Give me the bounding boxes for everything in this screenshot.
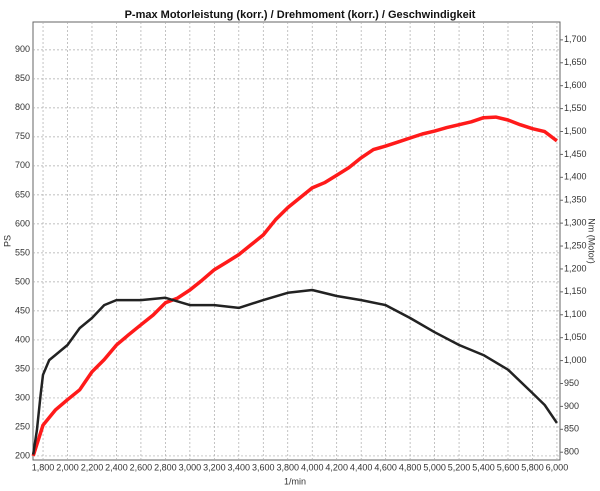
x-tick-label: 5,200 (448, 462, 471, 472)
y-tick-label: 650 (15, 189, 30, 199)
x-tick-label: 4,400 (350, 462, 373, 472)
y-tick-label: 900 (15, 44, 30, 54)
x-tick-label: 1,800 (32, 462, 55, 472)
y2-tick-label: 1,500 (564, 126, 587, 136)
x-tick-label: 3,400 (228, 462, 251, 472)
y2-tick-label: 1,050 (564, 332, 587, 342)
x-tick-label: 2,200 (81, 462, 104, 472)
series-line (31, 115, 558, 457)
x-tick-label: 3,600 (252, 462, 275, 472)
x-tick-label: 4,600 (374, 462, 397, 472)
series-line (31, 288, 558, 455)
y-axis-label: PS (2, 235, 12, 247)
y2-tick-label: 1,100 (564, 309, 587, 319)
y-tick-label: 850 (15, 73, 30, 83)
y-tick-label: 300 (15, 392, 30, 402)
x-tick-label: 6,000 (546, 462, 569, 472)
y-tick-label: 200 (15, 450, 30, 460)
y2-tick-label: 1,700 (564, 34, 587, 44)
x-tick-label: 2,000 (56, 462, 79, 472)
y2-tick-label: 950 (564, 378, 579, 388)
y-tick-label: 600 (15, 218, 30, 228)
x-tick-label: 4,200 (325, 462, 348, 472)
y2-tick-label: 1,600 (564, 80, 587, 90)
y-tick-label: 700 (15, 160, 30, 170)
x-tick-label: 3,200 (203, 462, 226, 472)
y-tick-label: 500 (15, 276, 30, 286)
y2-tick-label: 1,650 (564, 57, 587, 67)
y-tick-label: 800 (15, 102, 30, 112)
y-tick-label: 550 (15, 247, 30, 257)
y2-tick-label: 1,300 (564, 218, 587, 228)
y2-tick-label: 1,200 (564, 263, 587, 273)
y2-tick-label: 1,000 (564, 355, 587, 365)
x-tick-label: 5,600 (497, 462, 520, 472)
y2-tick-label: 850 (564, 424, 579, 434)
y-tick-label: 450 (15, 305, 30, 315)
y2-tick-label: 1,450 (564, 149, 587, 159)
y2-tick-label: 1,150 (564, 286, 587, 296)
x-tick-label: 3,000 (179, 462, 202, 472)
x-tick-label: 5,800 (521, 462, 544, 472)
y2-tick-label: 800 (564, 447, 579, 457)
x-tick-label: 3,800 (276, 462, 299, 472)
plot-area (32, 21, 561, 461)
x-tick-label: 2,800 (154, 462, 177, 472)
x-tick-label: 5,400 (472, 462, 495, 472)
y2-tick-label: 1,550 (564, 103, 587, 113)
x-tick-label: 2,400 (105, 462, 128, 472)
y2-tick-label: 1,250 (564, 240, 587, 250)
y-tick-label: 400 (15, 334, 30, 344)
x-tick-label: 4,800 (399, 462, 422, 472)
y2-tick-label: 1,400 (564, 172, 587, 182)
y2-axis-label: Nm (Motor) (587, 218, 597, 264)
chart-title: P-max Motorleistung (korr.) / Drehmoment… (125, 9, 476, 21)
x-tick-label: 2,600 (130, 462, 153, 472)
x-tick-label: 4,000 (301, 462, 324, 472)
y-tick-label: 350 (15, 363, 30, 373)
x-tick-label: 5,000 (423, 462, 446, 472)
y2-tick-label: 900 (564, 401, 579, 411)
y-tick-label: 750 (15, 131, 30, 141)
y2-tick-label: 1,350 (564, 195, 587, 205)
y-tick-label: 250 (15, 421, 30, 431)
x-axis-label: 1/min (284, 476, 306, 486)
